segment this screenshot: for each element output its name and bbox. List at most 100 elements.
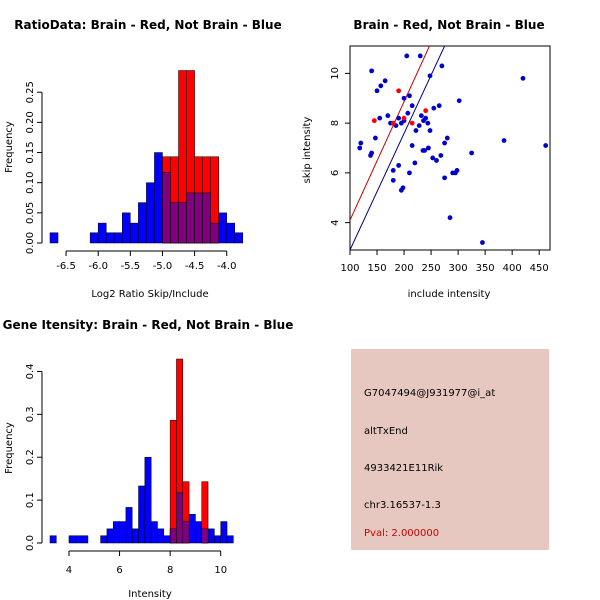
intensity-scatter-point-notbrain	[436, 103, 442, 109]
intensity-scatter-x-tick-label: 250	[422, 263, 441, 274]
intensity-scatter-point-notbrain	[480, 240, 485, 245]
intensity-scatter-point-notbrain	[434, 158, 439, 163]
ratio-hist-bar-notbrain	[130, 222, 139, 244]
intensity-scatter-point-notbrain	[453, 170, 458, 176]
intensity-scatter-point-notbrain	[369, 68, 375, 74]
gene-hist-bar-notbrain	[150, 521, 158, 544]
gene-hist-bar-notbrain	[119, 521, 127, 544]
gene-hist-bar-notbrain	[138, 485, 146, 544]
gene-hist-y-tick-label: 0.3	[25, 406, 36, 422]
ratio-hist-bar-notbrain	[114, 232, 123, 244]
intensity-scatter-point-notbrain	[442, 140, 447, 146]
gene-hist-bar-notbrain	[144, 456, 152, 544]
gene-hist-bar-notbrain	[112, 521, 120, 544]
intensity-scatter-x-tick-label: 400	[503, 263, 522, 274]
ratio-hist-y-tick-label: 0.10	[25, 172, 36, 194]
intensity-scatter-y-tick-label: 4	[330, 219, 341, 225]
ratio-hist-bar-notbrain	[105, 232, 115, 244]
ratio-hist-y-axis: 0.00 0.05 0.10 0.15 0.20 0.25	[25, 81, 43, 254]
gene-hist-x-tick-label: 6	[116, 565, 122, 576]
intensity-scatter-y-tick-label: 8	[330, 120, 341, 126]
gene-hist-bar-notbrain	[220, 521, 228, 544]
intensity-scatter-x-axis-label: include intensity	[408, 289, 491, 300]
ratio-hist-bar-notbrain	[89, 232, 99, 244]
ratio-hist-bar-notbrain	[49, 232, 59, 244]
intensity-scatter-point-notbrain	[439, 63, 445, 69]
ratio-hist-bar-overlap	[178, 202, 187, 244]
intensity-scatter-point-notbrain	[418, 113, 424, 119]
ratio-hist-bar-notbrain	[97, 222, 107, 244]
intensity-scatter-point-notbrain	[430, 155, 436, 161]
intensity-scatter-point-notbrain	[409, 143, 415, 148]
ratio-hist-bar-overlap	[202, 192, 211, 244]
gene-intensity-histogram-panel: 4 6 8 10 0.0 0.1 0.2 0.3 0.4 Gene Itensity: Brain…	[3, 318, 294, 600]
intensity-scatter-point-brain	[396, 88, 402, 94]
intensity-scatter-point-notbrain	[423, 115, 429, 121]
intensity-scatter-x-tick-label: 100	[340, 263, 359, 274]
intensity-scatter-point-notbrain	[425, 145, 431, 151]
ratio-hist-bar-notbrain	[154, 152, 163, 244]
gene-hist-x-axis: 4 6 8 10	[66, 550, 227, 576]
gene-hist-y-tick-label: 0.1	[25, 492, 36, 508]
intensity-scatter-point-brain	[390, 120, 396, 126]
intensity-scatter-plot-area	[350, 46, 549, 250]
intensity-scatter-point-notbrain	[425, 120, 431, 126]
pval-text: Pval: 2.000000	[364, 528, 439, 539]
intensity-scatter-point-notbrain	[417, 53, 423, 59]
gene-hist-x-tick-label: 4	[66, 565, 72, 576]
gene-hist-bar-notbrain	[207, 528, 215, 544]
intensity-scatter-point-notbrain	[390, 177, 396, 183]
intensity-scatter-point-notbrain	[357, 145, 363, 151]
intensity-scatter-point-notbrain	[416, 123, 422, 129]
intensity-scatter-point-notbrain	[358, 140, 364, 146]
gene-hist-bar-brain	[169, 420, 177, 544]
gene-name: 4933421E11Rik	[364, 463, 443, 474]
probe-id: G7047494@J931977@i_at	[364, 388, 495, 399]
ratio-hist-bar-overlap	[170, 202, 179, 244]
gene-hist-bar-notbrain	[163, 535, 171, 544]
gene-hist-bars	[49, 358, 234, 544]
intensity-scatter-point-notbrain	[412, 160, 418, 166]
ratio-hist-bar-overlap	[210, 222, 219, 244]
ratio-hist-y-tick-label: 0.20	[25, 111, 36, 133]
ratio-hist-y-axis-label: Frequency	[4, 121, 15, 173]
gene-hist-x-tick-label: 8	[167, 565, 173, 576]
intensity-scatter-y-axis-label: skip intensity	[302, 117, 313, 184]
ratio-hist-x-tick-label: -6.5	[56, 261, 76, 272]
intensity-scatter-point-notbrain	[396, 163, 402, 168]
ratio-hist-bar-notbrain	[226, 222, 236, 244]
gene-hist-bar-notbrain	[75, 535, 82, 544]
ratio-hist-x-tick-label: -5.5	[121, 261, 141, 272]
ratio-hist-x-tick-label: -5.0	[153, 261, 173, 272]
intensity-scatter-point-notbrain	[447, 215, 453, 221]
intensity-scatter-y-axis: 4 6 8 10	[330, 67, 350, 226]
intensity-scatter-point-notbrain	[405, 110, 411, 116]
gene-hist-bar-notbrain	[188, 514, 196, 544]
intensity-scatter-point-notbrain	[427, 128, 433, 133]
intensity-scatter-x-tick-label: 300	[449, 263, 468, 274]
intensity-scatter-point-notbrain	[407, 93, 412, 99]
ratio-hist-x-tick-label: -6.0	[88, 261, 108, 272]
intensity-scatter-point-notbrain	[396, 115, 402, 121]
intensity-scatter-point-notbrain	[390, 167, 396, 173]
intensity-scatter-point-notbrain	[422, 148, 427, 153]
gene-hist-x-axis-label: Intensity	[128, 589, 172, 600]
intensity-scatter-title: Brain - Red, Not Brain - Blue	[353, 18, 544, 32]
intensity-scatter-x-tick-label: 200	[395, 263, 414, 274]
ratio-hist-bar-overlap	[194, 192, 203, 244]
gene-hist-bar-overlap	[169, 528, 177, 544]
intensity-scatter-point-notbrain	[438, 153, 444, 158]
gene-hist-bar-notbrain	[106, 528, 114, 544]
intensity-scatter-point-notbrain	[404, 53, 410, 59]
intensity-scatter-point-brain	[423, 108, 429, 114]
ratio-hist-bar-notbrain	[218, 212, 227, 244]
ratio-histogram-panel: -6.5 -6.0 -5.5 -5.0 -4.5 -4.0 0.00 0.05 0.10 0.15…	[4, 18, 282, 300]
gene-hist-bar-overlap	[176, 492, 184, 544]
gene-hist-y-tick-label: 0.4	[25, 363, 36, 379]
intensity-scatter-point-notbrain	[456, 98, 462, 104]
intensity-scatter-point-notbrain	[401, 95, 407, 101]
intensity-scatter-point-notbrain	[427, 73, 433, 79]
intensity-scatter-point-notbrain	[368, 153, 373, 158]
intensity-scatter-point-notbrain	[398, 187, 404, 193]
